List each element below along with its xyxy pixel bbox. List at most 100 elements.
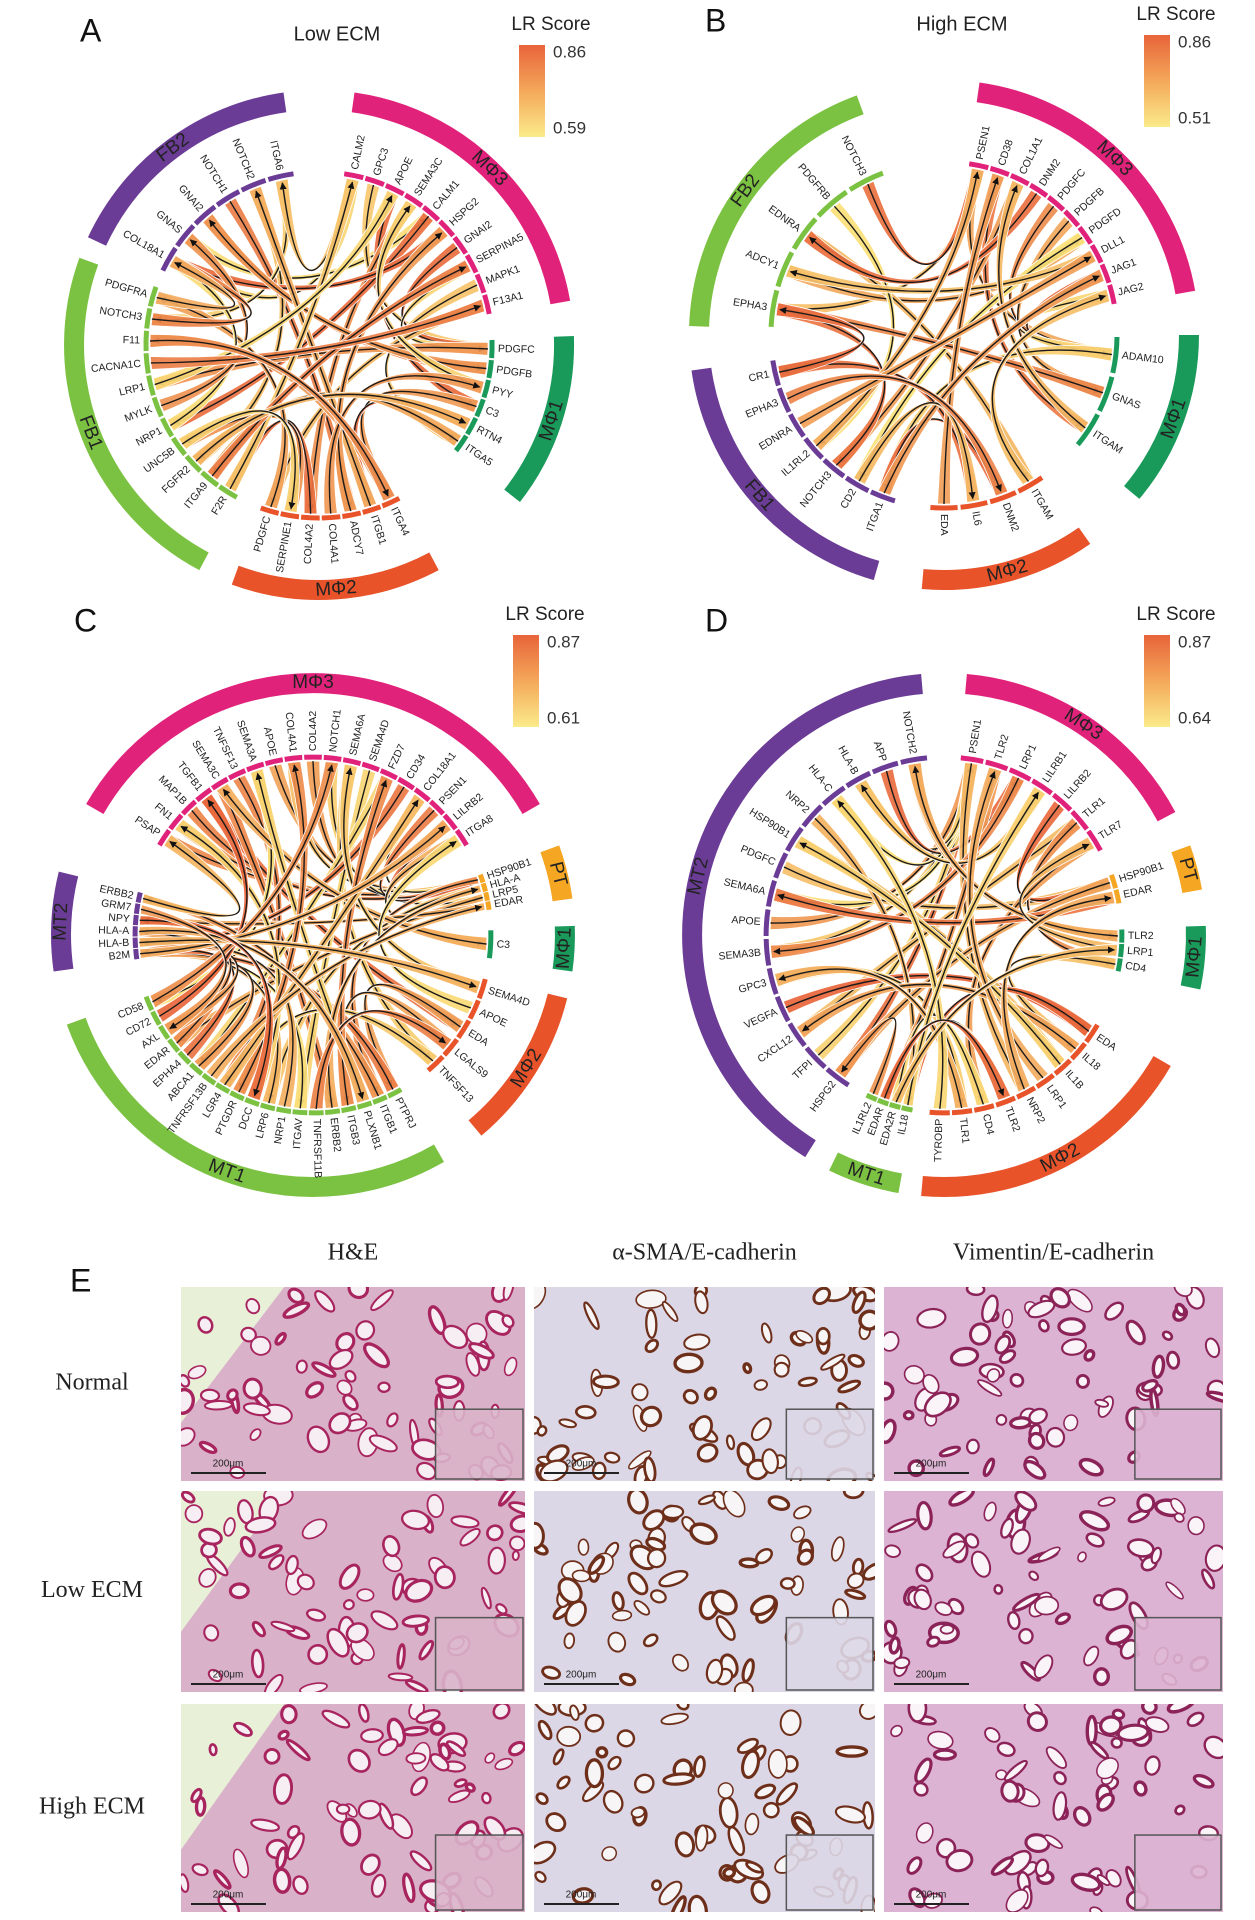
tubule	[635, 1289, 667, 1309]
gene-label: CXCL12	[756, 1033, 796, 1065]
gene-segment	[464, 254, 479, 274]
tubule	[1110, 1736, 1123, 1749]
gene-label: NRP2	[783, 788, 812, 816]
tubule	[722, 1866, 737, 1879]
tubule	[285, 1554, 299, 1576]
tubule	[1096, 1757, 1119, 1780]
gene-segment	[1031, 778, 1054, 796]
tubule	[797, 1376, 818, 1388]
tubule	[1049, 1287, 1071, 1309]
tubule	[564, 1600, 587, 1627]
tubule	[884, 1619, 898, 1638]
chord-ribbon	[139, 818, 452, 959]
gene-segment	[803, 437, 824, 460]
tubule	[197, 1316, 214, 1334]
tubule	[689, 1522, 718, 1546]
chord-line	[799, 842, 1061, 1065]
scale-bar-label: 200μm	[566, 1459, 597, 1470]
inset	[1134, 1408, 1222, 1480]
tubule	[410, 1776, 428, 1797]
chord-line	[139, 929, 365, 1100]
tubule	[715, 1615, 736, 1641]
tubule	[242, 1402, 271, 1417]
tubule	[890, 1724, 903, 1738]
panel-title: Low ECM	[294, 23, 381, 45]
chord-ribbon	[830, 794, 949, 1110]
gene-label: IL18	[1079, 1051, 1102, 1074]
gene-segment	[229, 1090, 245, 1102]
tubule	[939, 1624, 955, 1635]
group-arc	[64, 257, 209, 571]
tubule	[1104, 1301, 1125, 1321]
tubule	[263, 1747, 281, 1765]
micrograph: 200μm	[534, 1704, 875, 1912]
tubule	[945, 1849, 974, 1873]
tubule	[1000, 1779, 1020, 1803]
chord-ribbon	[995, 179, 1090, 434]
tubule	[434, 1374, 460, 1390]
chord-line	[778, 968, 963, 1109]
tubule	[661, 1504, 685, 1520]
chord-ribbon	[334, 225, 449, 513]
tubule	[344, 1369, 357, 1383]
gene-label: CD38	[996, 138, 1016, 167]
tubule	[761, 1448, 779, 1475]
chord-line	[337, 232, 443, 512]
gene-segment	[1053, 1058, 1072, 1076]
tubule	[1203, 1735, 1223, 1760]
gene-label: PYY	[491, 384, 514, 401]
tubule	[335, 1332, 356, 1353]
tubule	[181, 1387, 195, 1415]
gene-segment	[259, 1102, 276, 1112]
tubule	[913, 1781, 929, 1797]
tubule	[767, 1495, 791, 1511]
tubule	[534, 1870, 547, 1883]
legend-title: LR Score	[1136, 604, 1215, 625]
chord-ribbon	[206, 259, 472, 481]
tubule	[893, 1656, 911, 1670]
gene-segment	[1016, 1085, 1037, 1100]
tubule	[336, 1379, 353, 1396]
tubule	[245, 1298, 261, 1315]
tubule	[583, 1301, 600, 1331]
tubule	[1057, 1317, 1086, 1337]
tubule	[984, 1727, 1001, 1743]
gene-label: NRP1	[134, 425, 164, 449]
chord-ribbon	[784, 372, 1009, 497]
tubule	[1085, 1532, 1105, 1548]
chord-line	[809, 193, 1038, 283]
gene-label: DNM2	[1000, 501, 1022, 533]
gene-label: ITGA5	[463, 442, 495, 469]
chord-line	[895, 946, 1115, 1103]
tubule	[187, 1365, 207, 1380]
tubule	[212, 1869, 232, 1890]
gene-segment	[477, 873, 486, 884]
chord-line	[773, 777, 1020, 955]
chord-line	[254, 190, 372, 507]
gene-segment	[465, 417, 479, 436]
gene-segment	[364, 175, 385, 187]
chord-ribbon	[796, 249, 1097, 430]
chord-line	[181, 410, 296, 510]
tubule	[618, 1672, 637, 1687]
tubule	[650, 1589, 667, 1604]
group-arc	[51, 871, 79, 972]
tubule	[1092, 1667, 1111, 1687]
tubule	[1075, 1373, 1090, 1389]
gene-label: SEMA4D	[367, 718, 393, 763]
gene-label: APOE	[731, 914, 761, 928]
gene-segment	[821, 785, 846, 807]
tubule	[717, 1782, 734, 1799]
tubule	[296, 1573, 315, 1591]
gene-segment	[264, 757, 284, 767]
gene-segment	[452, 235, 468, 255]
chord-line	[969, 771, 1044, 1079]
tubule	[181, 1374, 191, 1388]
tubule	[401, 1614, 430, 1628]
gene-label: ITGAV	[291, 1118, 305, 1150]
tubule	[710, 1589, 738, 1616]
gene-segment	[960, 500, 988, 510]
tubule	[233, 1721, 253, 1737]
gene-label: TLR2	[1002, 1105, 1022, 1133]
tubule	[1054, 1612, 1071, 1626]
